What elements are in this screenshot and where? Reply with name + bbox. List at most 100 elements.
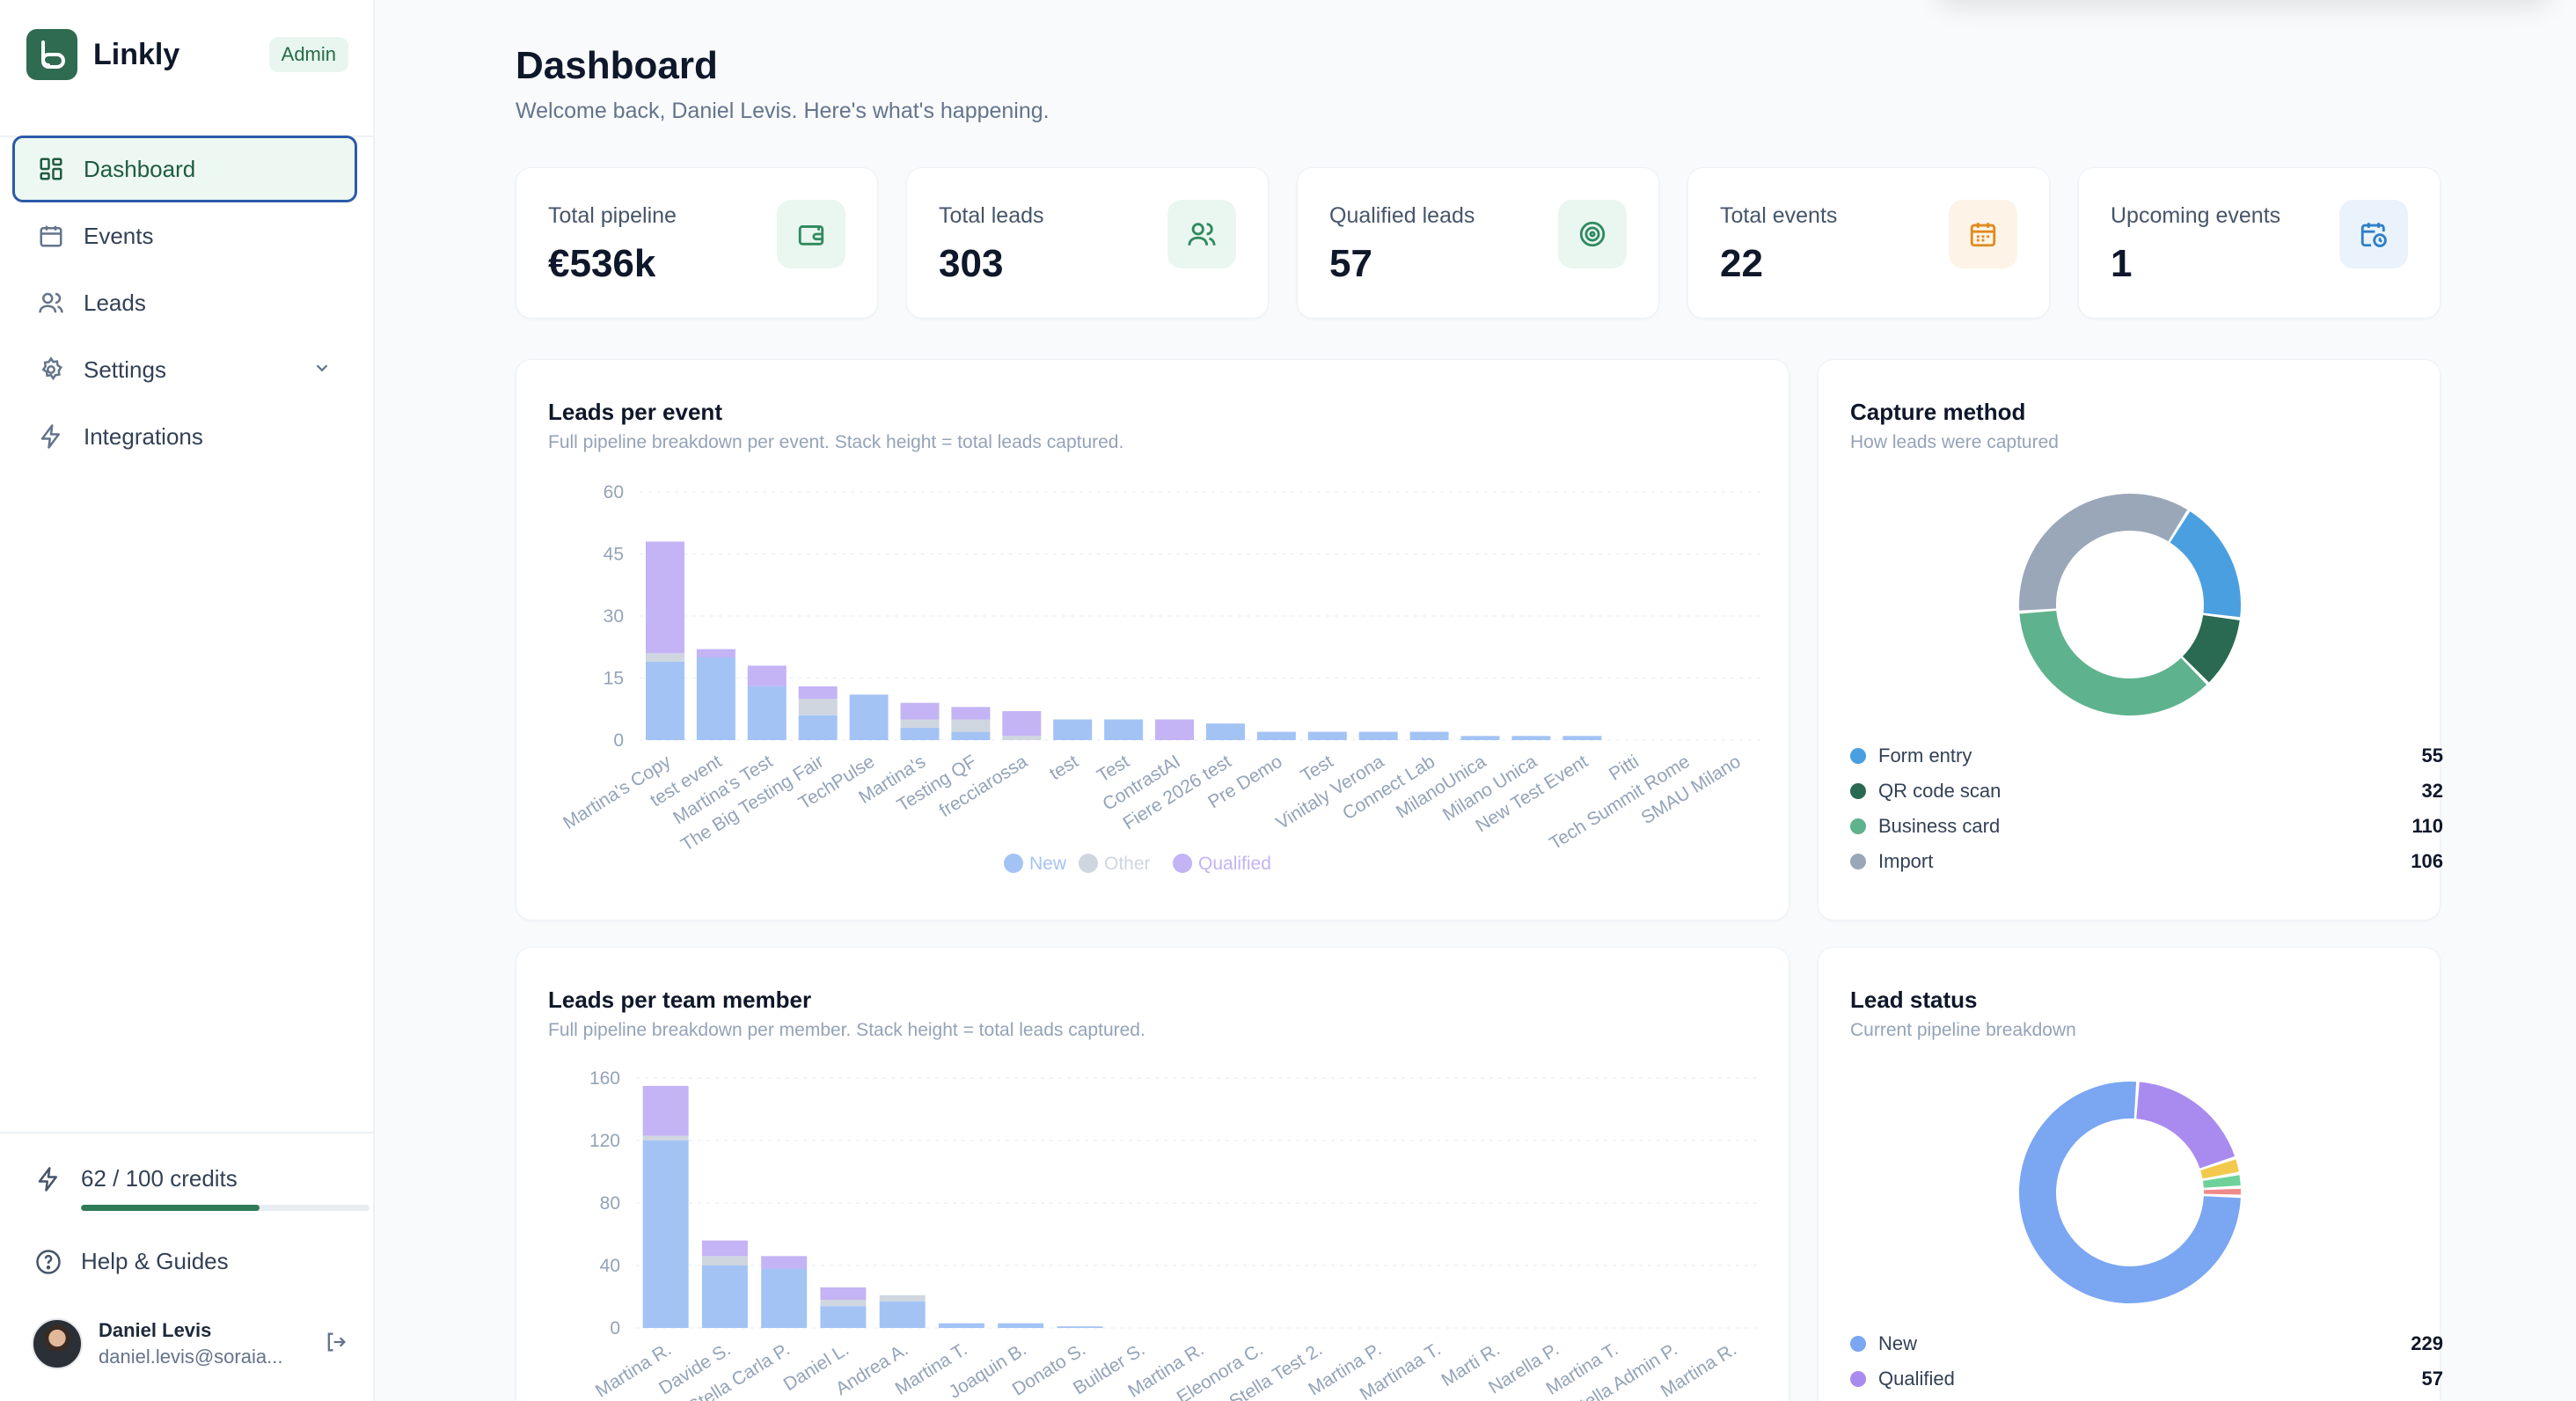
donut-slice[interactable] xyxy=(2200,1159,2239,1179)
help-circle-icon xyxy=(33,1249,63,1275)
users-icon xyxy=(1167,200,1236,268)
sidebar-item-label: Dashboard xyxy=(84,155,196,182)
card-subtitle: Current pipeline breakdown xyxy=(1850,1020,2076,1040)
bar-segment[interactable] xyxy=(645,653,684,662)
y-tick-label: 30 xyxy=(604,606,624,627)
page-title: Dashboard xyxy=(516,44,718,87)
bar-segment[interactable] xyxy=(747,665,787,686)
bar-segment[interactable] xyxy=(1358,731,1398,740)
bar-segment[interactable] xyxy=(879,1295,926,1302)
bar-segment[interactable] xyxy=(1409,731,1449,740)
bar-segment[interactable] xyxy=(1002,736,1042,740)
bar-segment[interactable] xyxy=(879,1301,926,1328)
bar-segment[interactable] xyxy=(701,1240,748,1257)
sidebar-item-events[interactable]: Events xyxy=(12,202,357,269)
donut-slice[interactable] xyxy=(2019,1082,2241,1303)
bar-segment[interactable] xyxy=(900,727,940,740)
bar-segment[interactable] xyxy=(798,699,838,715)
bar-segment[interactable] xyxy=(1256,731,1296,740)
bar-segment[interactable] xyxy=(645,541,684,654)
y-tick-label: 160 xyxy=(589,1068,620,1089)
bar-segment[interactable] xyxy=(820,1300,867,1307)
legend-label: Business card xyxy=(1878,815,2001,837)
donut-slice[interactable] xyxy=(2182,614,2240,683)
sidebar: Linkly Admin Dashboard Events Leads xyxy=(0,0,375,1401)
bar-segment[interactable] xyxy=(951,719,991,732)
bar-segment[interactable] xyxy=(1104,719,1144,741)
bar-segment[interactable] xyxy=(696,657,735,740)
sidebar-item-dashboard[interactable]: Dashboard xyxy=(12,136,357,202)
donut-slice[interactable] xyxy=(2202,1175,2241,1188)
legend-dot xyxy=(1850,1371,1866,1387)
bar-segment[interactable] xyxy=(1511,736,1551,740)
stat-value: 1 xyxy=(2111,242,2133,285)
gear-icon xyxy=(36,355,66,385)
bar-segment[interactable] xyxy=(951,707,991,720)
y-tick-label: 40 xyxy=(600,1256,620,1276)
bar-segment[interactable] xyxy=(1562,736,1602,740)
bar-segment[interactable] xyxy=(938,1323,984,1328)
calendar-icon xyxy=(36,221,66,251)
bar-segment[interactable] xyxy=(1053,719,1093,741)
legend-item: Form entry 55 xyxy=(1850,738,2443,774)
bar-segment[interactable] xyxy=(642,1085,689,1136)
stat-label: Upcoming events xyxy=(2111,203,2281,228)
bar-segment[interactable] xyxy=(1002,711,1042,737)
role-badge: Admin xyxy=(268,37,348,72)
logout-icon[interactable] xyxy=(324,1330,348,1359)
donut-slice[interactable] xyxy=(2170,511,2241,618)
y-tick-label: 80 xyxy=(600,1193,620,1214)
donut-slice[interactable] xyxy=(2019,494,2188,611)
legend-value: 55 xyxy=(2421,745,2443,767)
legend-dot xyxy=(1850,1336,1866,1352)
credits-label: 62 / 100 credits xyxy=(81,1165,238,1192)
legend-value: 57 xyxy=(2421,1368,2443,1390)
bar-segment[interactable] xyxy=(761,1256,808,1269)
bar-segment[interactable] xyxy=(645,661,684,740)
legend-label: New xyxy=(1029,854,1067,874)
calendar-clock-icon xyxy=(2339,200,2408,268)
sidebar-item-leads[interactable]: Leads xyxy=(12,269,357,336)
bar-segment[interactable] xyxy=(1205,723,1245,740)
bar-segment[interactable] xyxy=(798,686,838,699)
sidebar-item-label: Events xyxy=(84,222,154,249)
bar-segment[interactable] xyxy=(1460,736,1500,740)
brand[interactable]: Linkly Admin xyxy=(26,28,348,81)
bar-segment[interactable] xyxy=(696,649,735,657)
bar-segment[interactable] xyxy=(849,694,889,740)
y-tick-label: 0 xyxy=(613,730,624,751)
bar-segment[interactable] xyxy=(820,1287,867,1301)
donut-slice[interactable] xyxy=(2019,611,2207,716)
legend-label: Qualified xyxy=(1878,1368,1955,1390)
credits-progress-bar xyxy=(81,1205,370,1211)
bar-segment[interactable] xyxy=(900,719,940,728)
sidebar-item-integrations[interactable]: Integrations xyxy=(12,403,357,470)
help-guides-link[interactable]: Help & Guides xyxy=(33,1248,229,1275)
sidebar-item-settings[interactable]: Settings xyxy=(12,336,357,403)
bar-segment[interactable] xyxy=(701,1256,748,1265)
bar-segment[interactable] xyxy=(798,715,838,740)
bar-segment[interactable] xyxy=(951,731,991,740)
bar-segment[interactable] xyxy=(900,702,940,720)
donut-slice[interactable] xyxy=(2136,1082,2236,1169)
user-profile[interactable]: Daniel Levis daniel.levis@soraia... xyxy=(32,1313,348,1375)
sidebar-item-label: Leads xyxy=(84,289,146,316)
bar-segment[interactable] xyxy=(701,1265,748,1328)
legend-label: QR code scan xyxy=(1878,780,2002,802)
legend-dot xyxy=(1079,854,1098,873)
chevron-down-icon[interactable] xyxy=(312,356,332,384)
bar-segment[interactable] xyxy=(747,686,787,740)
donut-slice[interactable] xyxy=(2203,1188,2241,1195)
bar-segment[interactable] xyxy=(1057,1326,1103,1328)
sidebar-item-label: Integrations xyxy=(84,422,203,450)
stat-value: 303 xyxy=(939,242,1004,285)
bar-segment[interactable] xyxy=(642,1135,689,1141)
bar-segment[interactable] xyxy=(998,1323,1044,1328)
bar-segment[interactable] xyxy=(642,1141,689,1328)
bar-segment[interactable] xyxy=(1155,719,1195,741)
bar-segment[interactable] xyxy=(1307,731,1347,740)
legend-value: 106 xyxy=(2411,850,2443,872)
bar-segment[interactable] xyxy=(820,1306,867,1328)
bar-segment[interactable] xyxy=(761,1268,808,1328)
